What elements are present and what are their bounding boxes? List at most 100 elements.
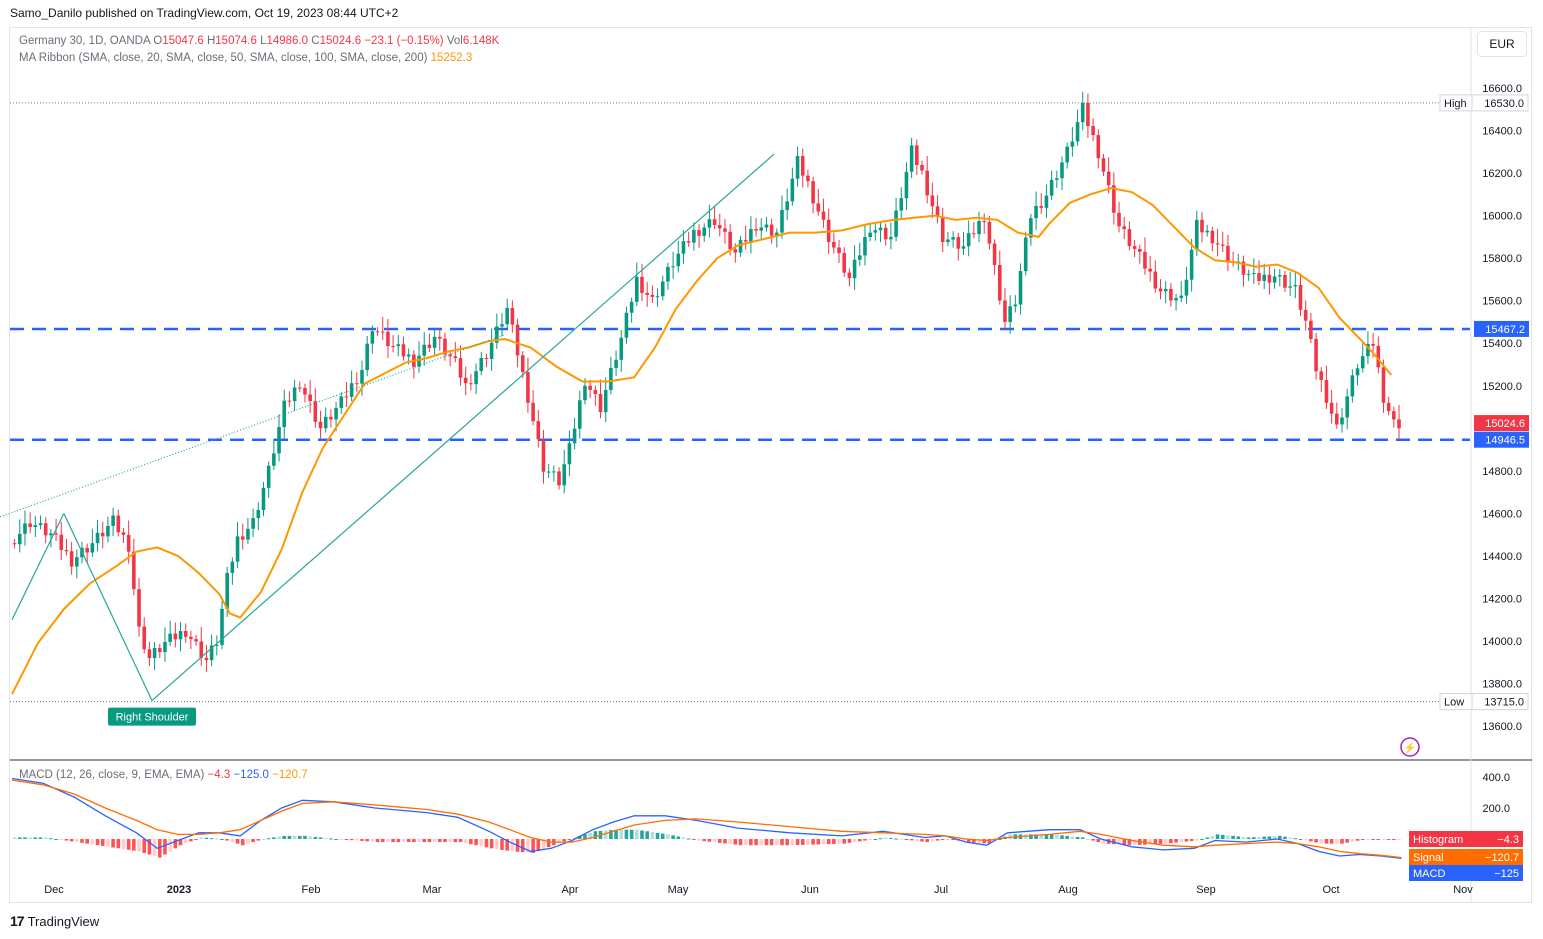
macd-histogram-bar <box>572 837 577 839</box>
candle-body <box>972 233 976 235</box>
macd-line <box>11 777 1402 860</box>
candle-body <box>495 326 499 343</box>
candle-body <box>920 164 924 171</box>
macd-histogram-bar <box>443 839 447 843</box>
candle-body <box>1003 300 1007 322</box>
macd-histogram-bar <box>230 839 235 843</box>
macd-histogram-bar <box>645 831 649 839</box>
time-tick-label: Oct <box>1322 884 1339 896</box>
macd-histogram-bar <box>510 839 515 852</box>
macd-histogram-bar <box>380 839 385 843</box>
time-tick-label: Aug <box>1058 884 1078 896</box>
macd-histogram-bar <box>780 839 784 846</box>
candle-body <box>609 367 613 391</box>
macd-histogram-bar <box>1231 835 1235 839</box>
macd-histogram-bar <box>406 839 411 843</box>
macd-histogram-bar <box>1055 834 1059 839</box>
candle-body <box>199 641 204 658</box>
candle-body <box>614 359 618 368</box>
candle-body <box>116 515 121 533</box>
candle-body <box>930 195 935 207</box>
candle-body <box>785 201 789 210</box>
macd-histogram-bar <box>417 839 421 843</box>
candle-body <box>857 255 862 260</box>
candle-body <box>873 230 878 233</box>
price-tick-label: 16400.0 <box>1482 126 1522 138</box>
macd-histogram-bar <box>360 839 364 841</box>
candle-body <box>500 324 504 327</box>
macd-histogram-bar <box>977 839 981 843</box>
candle-body <box>526 372 530 403</box>
macd-histogram-bar <box>277 836 281 839</box>
candle-body <box>868 232 872 237</box>
candle-body <box>194 639 198 642</box>
macd-histogram-bar <box>1039 834 1044 839</box>
macd-histogram-bar <box>152 839 157 857</box>
macd-histogram-bar <box>723 839 727 844</box>
tradingview-logo[interactable]: 17 TradingView <box>10 913 99 929</box>
macd-histogram-bar <box>1226 835 1230 839</box>
macd-tick-label: 400.0 <box>1482 772 1510 784</box>
candle-body <box>355 383 359 385</box>
macd-histogram-bar <box>588 832 592 839</box>
candle-body <box>795 156 800 179</box>
candle-body <box>230 561 235 573</box>
macd-histogram-bar <box>1163 839 1168 844</box>
candle-body <box>1189 249 1194 280</box>
macd-histogram-bar <box>883 837 888 839</box>
candle-body <box>531 402 535 422</box>
macd-histogram-bar <box>157 839 162 858</box>
candle-body <box>1122 226 1127 230</box>
macd-tag-value: −125 <box>1494 868 1519 880</box>
macd-histogram-bar <box>837 839 841 844</box>
candle-body <box>1340 417 1344 425</box>
macd-histogram-bar <box>1080 837 1085 839</box>
trendline-3 <box>0 334 505 518</box>
macd-histogram-bar <box>90 839 95 845</box>
macd-histogram-bar <box>878 838 883 840</box>
macd-histogram-bar <box>800 839 805 845</box>
currency-button[interactable]: EUR <box>1477 31 1527 57</box>
macd-histogram-bar <box>832 839 836 844</box>
macd-histogram-bar <box>80 839 84 843</box>
candle-body <box>800 156 805 176</box>
macd-histogram-bar <box>1101 839 1106 844</box>
candle-body <box>1132 246 1137 249</box>
candle-body <box>334 407 338 420</box>
candle-body <box>904 171 909 199</box>
macd-histogram-bar <box>681 837 686 839</box>
candle-body <box>1226 245 1230 262</box>
macd-histogram-bar <box>894 838 898 840</box>
candle-body <box>1127 229 1132 247</box>
macd-histogram-bar <box>287 835 292 839</box>
price-tick-label: 14200.0 <box>1482 593 1522 605</box>
candle-body <box>173 633 178 640</box>
macd-histogram-bar <box>220 839 224 840</box>
macd-histogram-bar <box>261 839 266 840</box>
macd-tag-label: Histogram <box>1413 834 1463 846</box>
candle-body <box>790 178 795 202</box>
macd-histogram-bar <box>1298 839 1303 840</box>
macd-histogram-bar <box>474 839 478 846</box>
macd-tag-1 <box>1409 849 1523 865</box>
candle-body <box>287 400 292 402</box>
time-tick-label: Jun <box>801 884 819 896</box>
macd-histogram-bar <box>671 835 675 839</box>
candle-body <box>567 443 572 465</box>
level-tag-text: 15467.2 <box>1485 324 1525 336</box>
macd-histogram-bar <box>1049 834 1054 839</box>
candle-body <box>448 354 452 357</box>
low-tag-value: 13715.0 <box>1484 697 1524 709</box>
macd-histogram-bar <box>624 829 629 839</box>
macd-histogram-bar <box>126 839 131 850</box>
macd-histogram-bar <box>743 839 748 846</box>
ma-legend: MA Ribbon (SMA, close, 20, SMA, close, 5… <box>19 52 472 64</box>
macd-histogram-bar <box>500 839 504 850</box>
candle-body <box>75 557 79 567</box>
candle-body <box>572 428 577 444</box>
candle-body <box>1153 271 1158 289</box>
candle-body <box>650 294 655 297</box>
macd-histogram-bar <box>1215 834 1220 839</box>
time-tick-label: Feb <box>302 884 321 896</box>
